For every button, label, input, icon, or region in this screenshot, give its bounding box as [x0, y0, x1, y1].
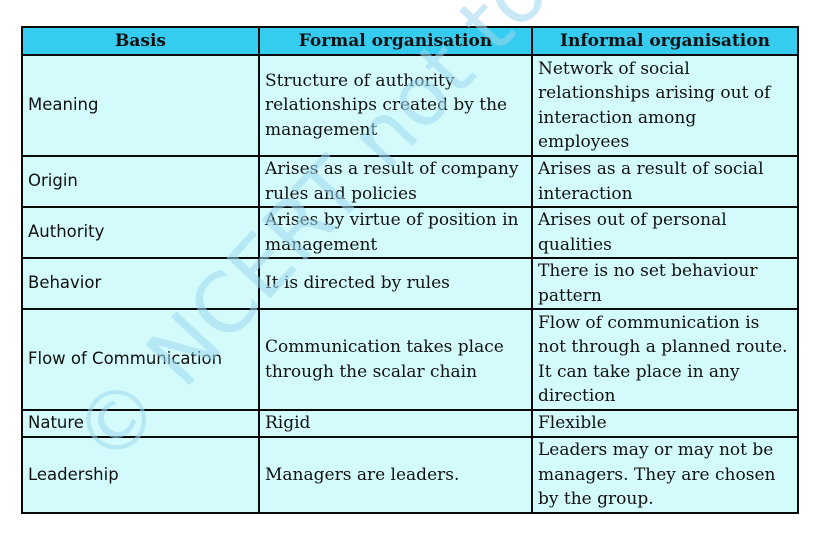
basis-cell: Flow of Communication: [21, 308, 260, 411]
formal-cell: It is directed by rules: [258, 257, 533, 310]
table-row-authority: Authority Arises by virtue of position i…: [21, 206, 799, 259]
table-row-origin: Origin Arises as a result of company rul…: [21, 155, 799, 208]
basis-cell: Authority: [21, 206, 260, 259]
informal-cell: Arises out of personal qualities: [531, 206, 799, 259]
table-row-behavior: Behavior It is directed by rules There i…: [21, 257, 799, 310]
basis-cell: Behavior: [21, 257, 260, 310]
table-row-nature: Nature Rigid Flexible: [21, 409, 799, 438]
header-basis: Basis: [21, 26, 260, 56]
informal-cell: Arises as a result of social interaction: [531, 155, 799, 208]
header-informal: Informal organisation: [531, 26, 799, 56]
table-row-leadership: Leadership Managers are leaders. Leaders…: [21, 436, 799, 514]
informal-cell: There is no set behaviour pattern: [531, 257, 799, 310]
formal-cell: Communication takes place through the sc…: [258, 308, 533, 411]
header-row: Basis Formal organisation Informal organ…: [21, 26, 799, 56]
informal-cell: Flexible: [531, 409, 799, 438]
basis-cell: Origin: [21, 155, 260, 208]
table-row-flow-of-communication: Flow of Communication Communication take…: [21, 308, 799, 411]
informal-cell: Leaders may or may not be managers. They…: [531, 436, 799, 514]
informal-cell: Flow of communication is not through a p…: [531, 308, 799, 411]
formal-cell: Arises as a result of company rules and …: [258, 155, 533, 208]
formal-cell: Arises by virtue of position in manageme…: [258, 206, 533, 259]
header-formal: Formal organisation: [258, 26, 533, 56]
formal-cell: Managers are leaders.: [258, 436, 533, 514]
comparison-table: Basis Formal organisation Informal organ…: [21, 26, 799, 514]
formal-cell: Structure of authority relationships cre…: [258, 54, 533, 157]
basis-cell: Leadership: [21, 436, 260, 514]
basis-cell: Nature: [21, 409, 260, 438]
informal-cell: Network of social relationships arising …: [531, 54, 799, 157]
formal-cell: Rigid: [258, 409, 533, 438]
comparison-page: Basis Formal organisation Informal organ…: [21, 26, 799, 514]
table-row-meaning: Meaning Structure of authority relations…: [21, 54, 799, 157]
basis-cell: Meaning: [21, 54, 260, 157]
